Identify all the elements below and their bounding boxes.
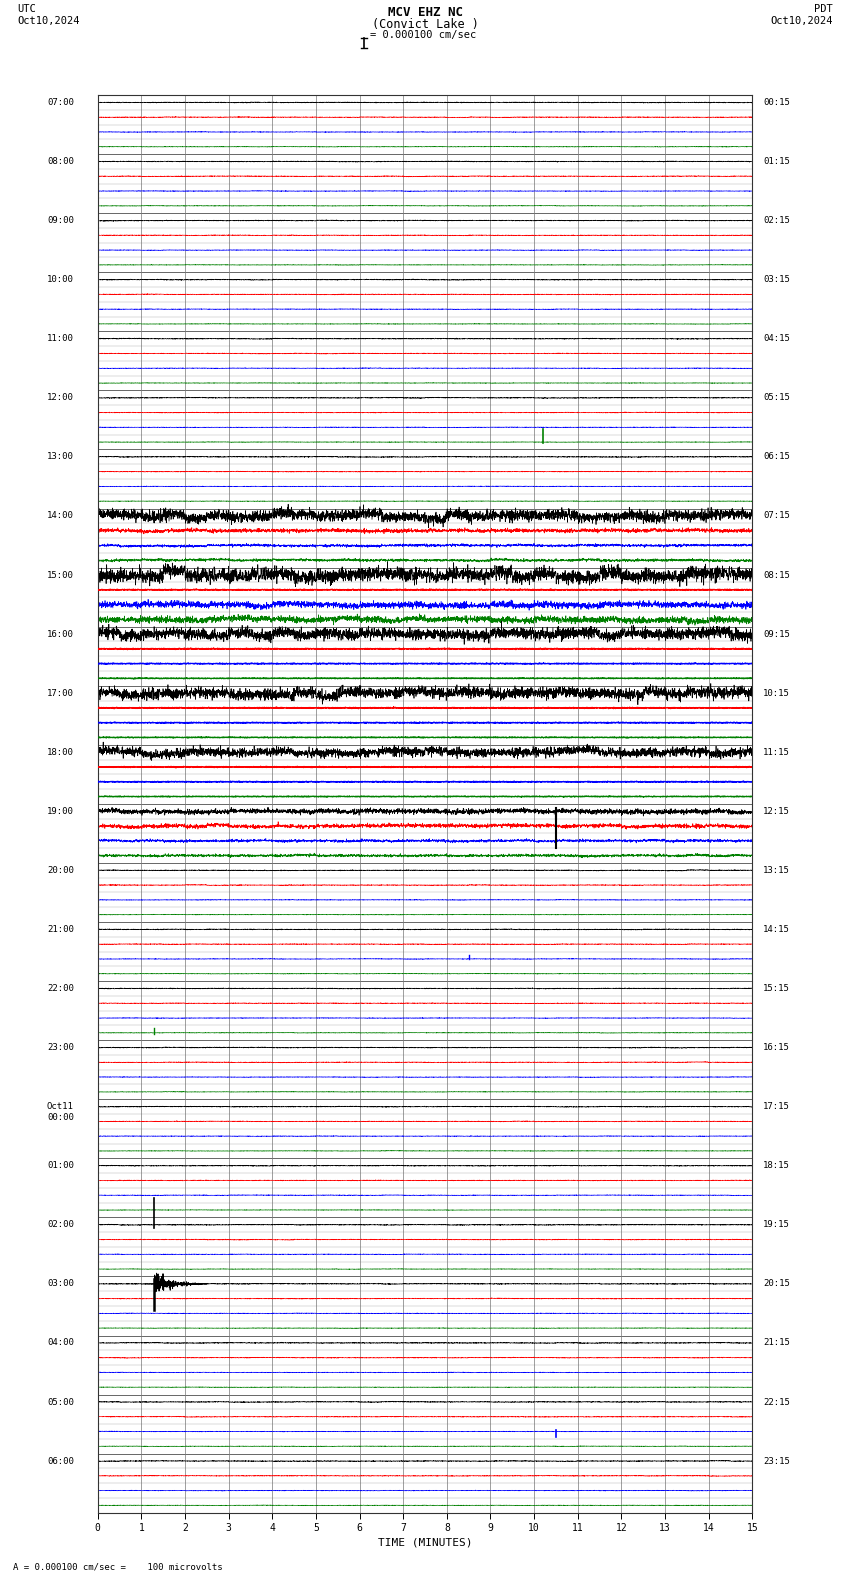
Text: 23:00: 23:00 — [47, 1044, 74, 1052]
Text: UTC: UTC — [17, 3, 36, 14]
Text: 04:00: 04:00 — [47, 1338, 74, 1348]
Text: 07:00: 07:00 — [47, 98, 74, 108]
Text: Oct10,2024: Oct10,2024 — [17, 16, 80, 25]
Text: 21:15: 21:15 — [763, 1338, 790, 1348]
Text: = 0.000100 cm/sec: = 0.000100 cm/sec — [370, 30, 476, 40]
Text: 03:15: 03:15 — [763, 276, 790, 284]
Text: MCV EHZ NC: MCV EHZ NC — [388, 5, 462, 19]
Text: 16:15: 16:15 — [763, 1044, 790, 1052]
Text: 03:00: 03:00 — [47, 1280, 74, 1288]
Text: 08:00: 08:00 — [47, 157, 74, 166]
Text: 20:00: 20:00 — [47, 866, 74, 874]
Text: 11:15: 11:15 — [763, 748, 790, 757]
Text: 06:00: 06:00 — [47, 1457, 74, 1465]
Text: 11:00: 11:00 — [47, 334, 74, 344]
Text: 08:15: 08:15 — [763, 570, 790, 580]
Text: 10:15: 10:15 — [763, 689, 790, 697]
Text: 17:00: 17:00 — [47, 689, 74, 697]
Text: 07:15: 07:15 — [763, 512, 790, 521]
Text: 19:15: 19:15 — [763, 1220, 790, 1229]
Text: 01:15: 01:15 — [763, 157, 790, 166]
Text: 23:15: 23:15 — [763, 1457, 790, 1465]
Text: 12:00: 12:00 — [47, 393, 74, 402]
Text: 04:15: 04:15 — [763, 334, 790, 344]
Text: 18:00: 18:00 — [47, 748, 74, 757]
Text: 21:00: 21:00 — [47, 925, 74, 935]
Text: 12:15: 12:15 — [763, 806, 790, 816]
Text: PDT: PDT — [814, 3, 833, 14]
Text: 02:15: 02:15 — [763, 215, 790, 225]
Text: 13:15: 13:15 — [763, 866, 790, 874]
Text: 19:00: 19:00 — [47, 806, 74, 816]
Text: 22:00: 22:00 — [47, 984, 74, 993]
Text: 14:15: 14:15 — [763, 925, 790, 935]
Text: 05:00: 05:00 — [47, 1397, 74, 1407]
Text: 02:00: 02:00 — [47, 1220, 74, 1229]
Text: 14:00: 14:00 — [47, 512, 74, 521]
Text: 13:00: 13:00 — [47, 453, 74, 461]
Text: 10:00: 10:00 — [47, 276, 74, 284]
Text: 17:15: 17:15 — [763, 1102, 790, 1112]
Text: 09:15: 09:15 — [763, 629, 790, 638]
Text: 06:15: 06:15 — [763, 453, 790, 461]
Text: 22:15: 22:15 — [763, 1397, 790, 1407]
Text: Oct10,2024: Oct10,2024 — [770, 16, 833, 25]
Text: 20:15: 20:15 — [763, 1280, 790, 1288]
Text: 00:15: 00:15 — [763, 98, 790, 108]
Text: 15:15: 15:15 — [763, 984, 790, 993]
Text: 01:00: 01:00 — [47, 1161, 74, 1171]
Text: 18:15: 18:15 — [763, 1161, 790, 1171]
Text: Oct11
00:00: Oct11 00:00 — [47, 1102, 74, 1121]
Text: 16:00: 16:00 — [47, 629, 74, 638]
Text: (Convict Lake ): (Convict Lake ) — [371, 17, 479, 32]
Text: 09:00: 09:00 — [47, 215, 74, 225]
Text: A = 0.000100 cm/sec =    100 microvolts: A = 0.000100 cm/sec = 100 microvolts — [13, 1562, 223, 1571]
Text: 15:00: 15:00 — [47, 570, 74, 580]
X-axis label: TIME (MINUTES): TIME (MINUTES) — [377, 1538, 473, 1548]
Text: 05:15: 05:15 — [763, 393, 790, 402]
